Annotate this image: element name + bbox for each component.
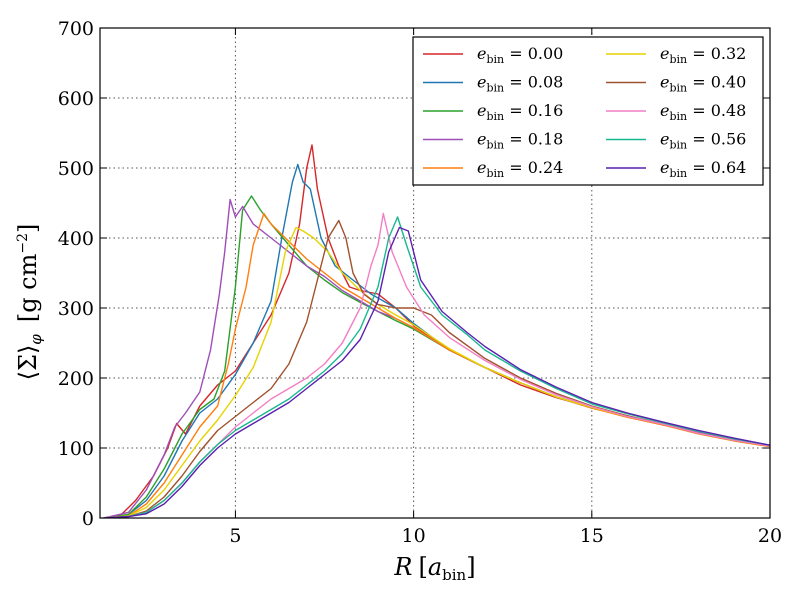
svg-text:⟨Σ⟩φ[g cm−2]: ⟨Σ⟩φ[g cm−2]: [14, 224, 45, 381]
series-line-7: [103, 212, 770, 518]
legend-item: ebin = 0.32: [606, 44, 746, 66]
y-tick-label: 100: [58, 438, 94, 460]
legend-item: ebin = 0.64: [606, 158, 746, 180]
y-tick-label: 600: [58, 88, 94, 110]
y-tick-label: 300: [58, 298, 94, 320]
series-line-6: [103, 219, 770, 518]
x-tick-label: 20: [758, 525, 782, 547]
legend-label: ebin = 0.24: [477, 158, 563, 180]
series-line-5: [103, 226, 770, 518]
plot-frame: [99, 27, 771, 519]
legend-item: ebin = 0.56: [606, 130, 746, 152]
legend-label: ebin = 0.56: [660, 130, 746, 152]
x-tick-label: 5: [229, 525, 241, 547]
legend-item: ebin = 0.40: [606, 73, 746, 95]
y-tick-label: 700: [58, 18, 94, 40]
legend-item: ebin = 0.18: [423, 130, 563, 152]
y-axis-label: ⟨Σ⟩φ[g cm−2]: [14, 224, 45, 381]
series-lines: [103, 144, 770, 518]
y-tick-label: 0: [82, 508, 94, 530]
series-line-1: [103, 163, 770, 518]
legend-item: ebin = 0.08: [423, 73, 563, 95]
svg-text:R[abin]: R [abin]: [393, 553, 475, 584]
legend: ebin = 0.00 ebin = 0.08 ebin = 0.16 ebin = …: [412, 36, 764, 186]
legend-label: ebin = 0.48: [660, 101, 746, 123]
legend-item: ebin = 0.48: [606, 101, 746, 123]
y-tick-label: 400: [58, 228, 94, 250]
y-tick-label: 500: [58, 158, 94, 180]
x-axis-label: R [abin]: [393, 553, 475, 584]
legend-label: ebin = 0.40: [660, 73, 746, 95]
series-line-8: [103, 216, 770, 518]
series-line-4: [103, 212, 770, 518]
series-line-2: [103, 195, 770, 518]
legend-box: [412, 36, 764, 186]
legend-item: ebin = 0.16: [423, 101, 563, 123]
legend-label: ebin = 0.16: [477, 101, 563, 123]
legend-item: ebin = 0.00: [423, 44, 563, 66]
series-line-9: [103, 226, 770, 518]
legend-label: ebin = 0.08: [477, 73, 563, 95]
x-tick-label: 10: [402, 525, 426, 547]
legend-label: ebin = 0.32: [660, 44, 746, 66]
series-line-3: [103, 198, 770, 518]
legend-label: ebin = 0.64: [660, 158, 746, 180]
legend-item: ebin = 0.24: [423, 158, 563, 180]
legend-label: ebin = 0.00: [477, 44, 563, 66]
legend-label: ebin = 0.18: [477, 130, 563, 152]
x-tick-label: 15: [580, 525, 604, 547]
y-tick-label: 200: [58, 368, 94, 390]
